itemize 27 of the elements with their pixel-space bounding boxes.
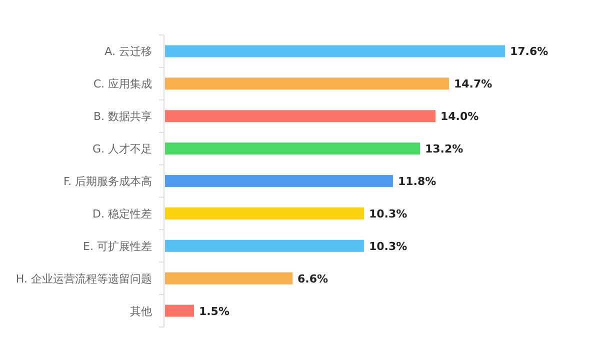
bar [165, 142, 420, 155]
data-label: 10.3% [368, 240, 408, 253]
y-tick-label: 其他 [130, 304, 152, 318]
data-label: 14.0% [440, 110, 479, 124]
bar [165, 175, 393, 187]
y-tick-label: E. 可扩展性差 [83, 240, 152, 253]
bar [165, 240, 364, 252]
y-tick-label: B. 数据共享 [93, 110, 152, 124]
bar [165, 110, 436, 122]
data-label: 1.5% [198, 304, 230, 318]
y-tick-label: D. 稳定性差 [92, 207, 152, 220]
bar [165, 304, 194, 317]
data-label: 10.3% [368, 207, 408, 220]
y-tick-label: A. 云迁移 [104, 45, 152, 58]
y-tick-label: G. 人才不足 [92, 142, 152, 156]
data-label: 13.2% [425, 142, 464, 156]
data-label: 17.6% [510, 45, 548, 58]
bar [165, 78, 449, 90]
data-label: 6.6% [298, 272, 328, 286]
y-tick-label: C. 应用集成 [93, 78, 152, 91]
bar [165, 45, 505, 58]
bar [165, 207, 364, 220]
y-tick-label: H. 企业运营流程等遗留问题 [16, 272, 152, 286]
data-label: 11.8% [398, 175, 436, 188]
data-label: 14.7% [454, 78, 492, 91]
y-tick-label: F. 后期服务成本高 [63, 175, 152, 188]
bar [165, 272, 292, 284]
